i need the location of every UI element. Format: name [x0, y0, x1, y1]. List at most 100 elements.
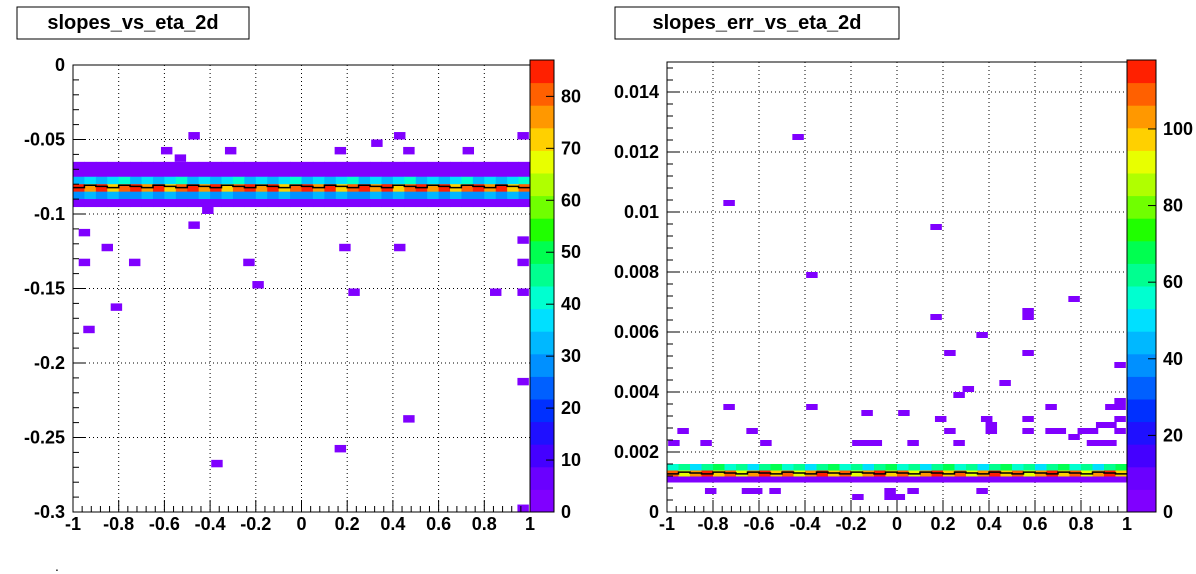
band-cell [175, 199, 188, 208]
data-cell [517, 132, 529, 140]
band-cell [187, 184, 200, 193]
band-cell [713, 470, 725, 477]
band-cell [966, 476, 978, 483]
band-cell [381, 199, 394, 208]
data-cell [741, 488, 754, 494]
data-cell [1105, 422, 1117, 428]
title-box [614, 6, 900, 40]
data-cell [976, 332, 988, 338]
band-cell [358, 169, 371, 178]
band-cell [805, 476, 817, 483]
band-cell [107, 191, 120, 200]
colorbar-tick-label: 40 [1163, 349, 1183, 369]
band-cell [73, 161, 85, 170]
band-cell [966, 464, 978, 471]
band-cell [335, 199, 348, 208]
band-cell [461, 176, 474, 185]
colorbar-tick-label: 40 [561, 294, 581, 314]
band-cell [301, 169, 314, 178]
band-cell [518, 176, 531, 185]
data-cell [188, 132, 200, 140]
band-cell [495, 199, 508, 208]
band-cell [347, 199, 360, 208]
band-cell [472, 184, 485, 193]
band-cell [1081, 476, 1093, 483]
band-cell [450, 169, 462, 178]
data-cell [677, 428, 689, 434]
chart-panel-1: slopes_vs_eta_2d -1 -0.8 -0.6 -0.4 -0.2 0 0.2 0.… [16, 6, 581, 534]
band-cell [290, 184, 302, 193]
data-cell [394, 132, 406, 140]
band-cell [736, 464, 748, 471]
colorbar-tick-label: 80 [561, 86, 581, 106]
band-cell [427, 161, 440, 170]
colorbar-segment [1127, 444, 1156, 468]
band-cell [450, 161, 462, 170]
band-cell [816, 464, 829, 471]
band-cell [793, 464, 806, 471]
band-cell [370, 169, 382, 178]
data-cell [101, 243, 113, 252]
band-cell [95, 161, 108, 170]
band-cell [404, 199, 417, 208]
band-cell [107, 161, 120, 170]
data-cell [934, 416, 947, 422]
band-cell [84, 161, 97, 170]
band-cell [198, 191, 211, 200]
y-tick-label: 0 [649, 502, 659, 522]
band-cell [897, 464, 909, 471]
band-cell [221, 169, 234, 178]
band-cell [130, 199, 143, 208]
band-cell [255, 184, 268, 193]
x-tick-label: -0.4 [195, 514, 226, 534]
band-cell [267, 191, 280, 200]
x-tick-label: -1 [65, 514, 81, 534]
band-cell [118, 184, 131, 193]
data-cell [1114, 404, 1126, 410]
data-cell [517, 288, 529, 296]
data-cell [704, 488, 717, 494]
band-cell [724, 464, 737, 471]
band-cell [920, 476, 932, 483]
band-cell [1035, 464, 1047, 471]
band-cell [232, 199, 245, 208]
band-cell [290, 191, 302, 200]
band-cell [1069, 476, 1082, 483]
band-cell [312, 169, 325, 178]
band-cell [472, 169, 485, 178]
band-cell [507, 161, 520, 170]
y-tick-label: -0.05 [24, 130, 65, 150]
band-cell [187, 169, 200, 178]
band-cell [198, 176, 211, 185]
x-tick-label: 0.4 [976, 514, 1001, 534]
band-cell [507, 184, 520, 193]
y-tick-label: 0.006 [614, 322, 659, 342]
x-tick-label: -0.6 [743, 514, 774, 534]
band-cell [73, 169, 85, 178]
band-cell [244, 199, 257, 208]
band-cell [267, 199, 280, 208]
chart-panel-2: slopes_err_vs_eta_2d -1 -0.8 -0.6 -0.4 -0.2 0 0… [614, 6, 1193, 534]
colorbar-frame [529, 59, 555, 513]
band-cell [1115, 476, 1128, 483]
band-cell [862, 464, 875, 471]
data-cell [394, 243, 406, 252]
x-tick-label: -0.6 [149, 514, 180, 534]
band-cell [255, 176, 268, 185]
colorbar-segment [1127, 150, 1156, 174]
band-cell [885, 476, 898, 483]
band-cell [244, 161, 257, 170]
band-cell [461, 184, 474, 193]
band-cell [874, 464, 886, 471]
data-cell [907, 440, 919, 446]
data-cell [1114, 416, 1126, 422]
data-cell [723, 404, 735, 410]
band-cell [392, 169, 405, 178]
band-cell [484, 161, 497, 170]
band-cell [874, 476, 886, 483]
data-cell [884, 488, 896, 494]
y-tick-label: -0.15 [24, 279, 65, 299]
data-cell [334, 146, 347, 155]
data-cell [371, 139, 383, 147]
band-cell [931, 476, 944, 483]
